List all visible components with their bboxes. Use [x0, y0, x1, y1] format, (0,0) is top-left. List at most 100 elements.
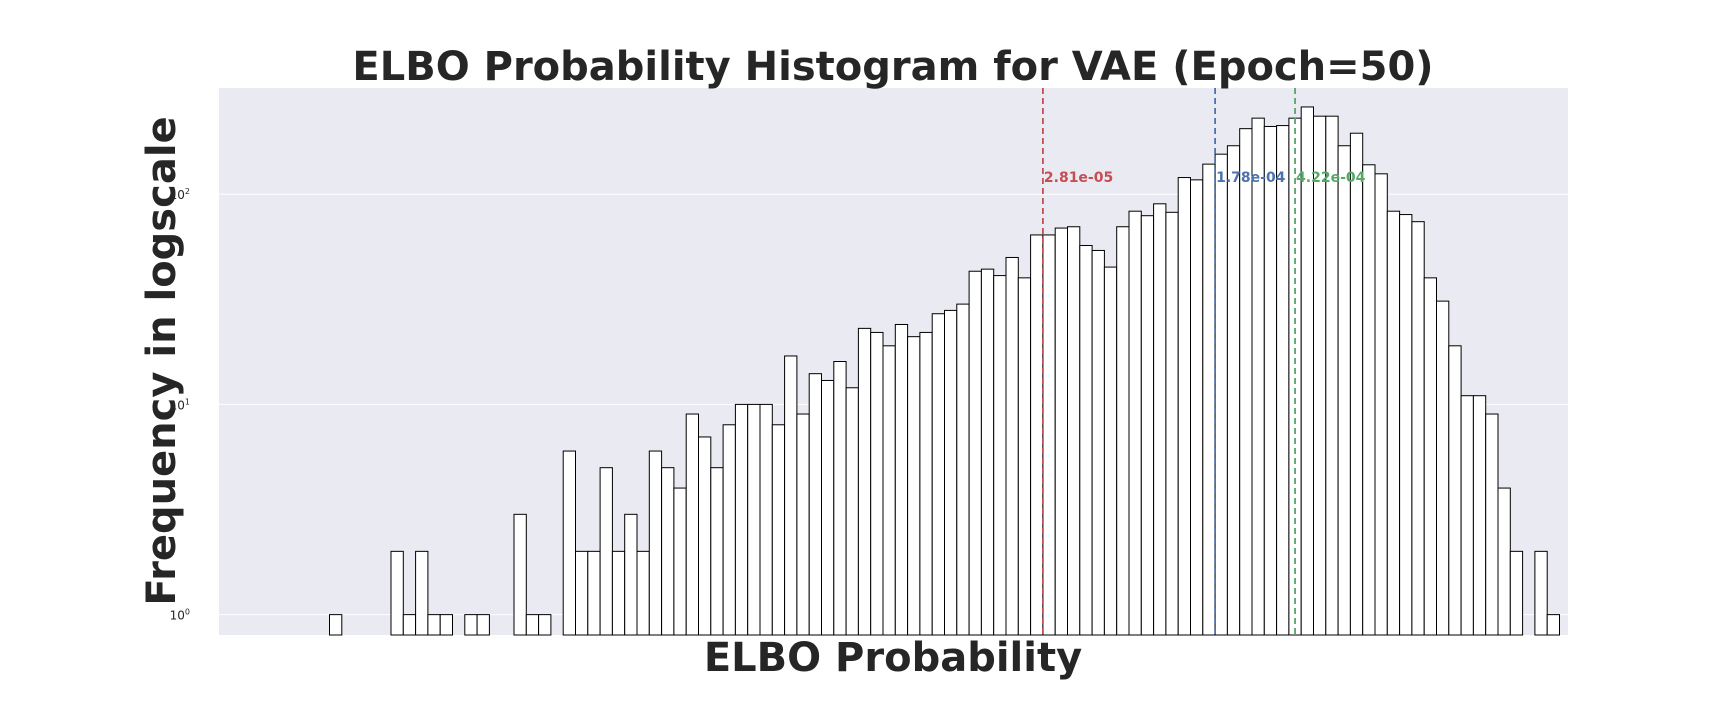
histogram-bar	[648, 450, 663, 636]
histogram-bar	[1226, 145, 1241, 636]
histogram-bar	[1005, 256, 1019, 636]
histogram-bar	[1460, 395, 1474, 636]
histogram-bar	[575, 550, 589, 636]
histogram-bar	[1177, 177, 1191, 636]
histogram-bar	[329, 614, 343, 636]
y-tick-label: 101	[170, 397, 190, 412]
histogram-bar	[944, 309, 958, 636]
histogram-bar	[464, 614, 478, 636]
histogram-bar	[1337, 145, 1351, 636]
histogram-bar	[882, 345, 896, 636]
histogram-bar	[1386, 210, 1401, 636]
histogram-bar	[1030, 234, 1044, 636]
histogram-bar	[1202, 163, 1216, 636]
histogram-bar	[759, 403, 773, 636]
histogram-bar	[1546, 614, 1560, 636]
histogram-bar	[525, 614, 540, 636]
histogram-bar	[611, 550, 626, 636]
histogram-bar	[1497, 487, 1511, 636]
histogram-bar	[1214, 153, 1228, 636]
histogram-bar	[919, 331, 933, 636]
histogram-bar	[1091, 249, 1105, 636]
histogram-bar	[710, 467, 724, 636]
histogram-bar	[1116, 226, 1130, 636]
histogram-bar	[513, 513, 527, 636]
reference-line-label: 4.22e-04	[1296, 170, 1366, 186]
histogram-bar	[1411, 221, 1425, 636]
histogram-bar	[1067, 226, 1081, 636]
histogram-bar	[894, 323, 909, 636]
histogram-bar	[415, 550, 429, 636]
histogram-bar	[833, 361, 847, 636]
histogram-bar	[1153, 203, 1167, 636]
reference-lines: 2.81e-05 1.78e-04 4.22e-04	[1042, 88, 1366, 635]
histogram-bar	[980, 268, 995, 636]
histogram-bar	[390, 550, 404, 636]
histogram-bar	[907, 336, 921, 636]
y-axis-label: Frequency in logscale	[139, 116, 185, 605]
histogram-bar	[821, 379, 835, 636]
histogram-bar	[1448, 345, 1462, 636]
histogram-bar	[747, 403, 761, 636]
histogram-bars	[329, 106, 1560, 636]
histogram-bar	[1472, 395, 1487, 636]
y-tick-label: 102	[170, 187, 190, 202]
histogram-bar	[722, 424, 736, 636]
histogram-bar	[1325, 115, 1339, 636]
histogram-bar	[402, 614, 417, 636]
y-tick-label: 100	[170, 608, 190, 623]
histogram-bar	[1313, 115, 1327, 636]
histogram-bar	[587, 550, 601, 636]
histogram-bar	[1399, 214, 1413, 636]
histogram-bar	[1349, 132, 1364, 636]
histogram-bar	[427, 614, 441, 636]
histogram-bar	[1140, 215, 1155, 636]
histogram-bar	[1436, 300, 1450, 636]
histogram-bar	[599, 467, 613, 636]
histogram-bar	[1239, 128, 1253, 636]
x-axis-label: ELBO Probability	[704, 635, 1082, 681]
histogram-bar	[562, 450, 577, 636]
histogram-bar	[734, 403, 749, 636]
reference-line-label: 1.78e-04	[1216, 170, 1286, 186]
histogram-bar	[1288, 117, 1302, 636]
histogram-bar	[1079, 245, 1093, 636]
histogram-bar	[439, 614, 454, 636]
histogram-bar	[845, 387, 859, 636]
histogram-bar	[1534, 550, 1548, 636]
histogram-bar	[1509, 550, 1524, 636]
histogram-bar	[796, 413, 810, 636]
histogram-bar	[1103, 266, 1118, 636]
histogram-bar	[1276, 125, 1290, 636]
histogram-bar	[1263, 125, 1278, 636]
histogram-bar	[931, 313, 946, 636]
histogram-bar	[1374, 173, 1388, 636]
histogram-bar	[1251, 117, 1265, 636]
histogram-bar	[1042, 234, 1056, 636]
histogram-bar	[476, 614, 490, 636]
histogram-bar	[1190, 179, 1204, 636]
histogram-bar	[636, 550, 650, 636]
histogram-bar	[1054, 227, 1068, 636]
histogram-bar	[624, 513, 638, 636]
histogram-bar	[538, 614, 552, 636]
histogram-bar	[1165, 211, 1179, 636]
histogram-bar	[956, 303, 970, 636]
histogram-bar	[698, 436, 712, 636]
reference-line-label: 2.81e-05	[1044, 170, 1113, 186]
histogram-bar	[1362, 164, 1376, 636]
histogram-bar	[1423, 277, 1437, 636]
histogram-bar	[771, 424, 786, 636]
histogram-bar	[857, 327, 872, 636]
histogram-bar	[661, 467, 675, 636]
histogram-bar	[1017, 277, 1032, 636]
histogram-bar	[673, 487, 687, 636]
histogram-bar	[1128, 210, 1142, 636]
histogram-bar	[968, 270, 982, 636]
histogram-bar	[993, 275, 1007, 636]
histogram-bar	[1300, 106, 1314, 636]
histogram-bar	[1485, 413, 1499, 636]
histogram-bar	[685, 413, 700, 636]
histogram-bar	[870, 331, 884, 636]
